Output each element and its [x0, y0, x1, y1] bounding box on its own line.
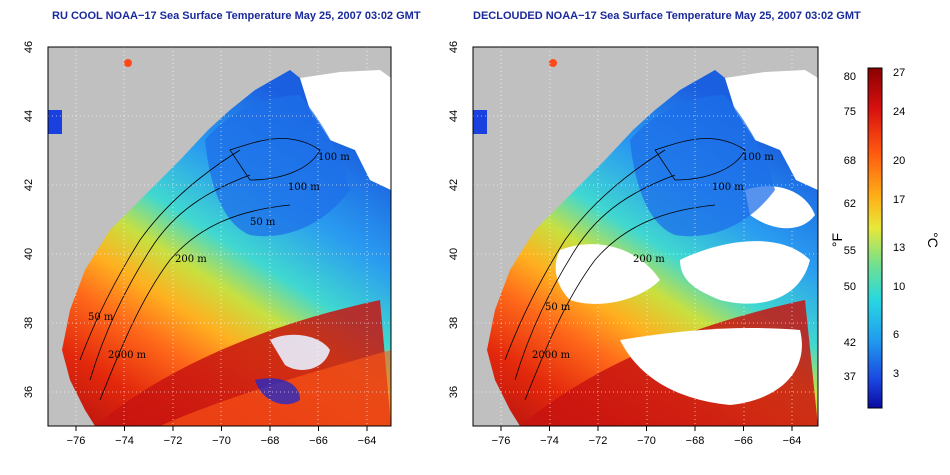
right-inland-lake	[473, 110, 487, 134]
left-land	[48, 47, 391, 426]
right-sst-spot	[549, 59, 557, 67]
left-sst-map	[48, 47, 391, 426]
colorbar-fahrenheit-label: 62	[844, 198, 856, 210]
right-cloud-gap-1	[555, 244, 660, 304]
left-contour-2000m	[99, 204, 291, 401]
left-lon-tick-label: −76	[67, 435, 86, 447]
right-sst-map	[473, 47, 818, 426]
colorbar-fahrenheit-label: 68	[844, 155, 856, 167]
colorbar-fahrenheit-label: 42	[844, 337, 856, 349]
colorbar-fahrenheit-label: 37	[844, 371, 856, 383]
left-contour-200m	[89, 174, 251, 381]
colorbar-celsius-label: 6	[893, 329, 899, 341]
right-lon-tick-label: −76	[492, 435, 511, 447]
colorbar-celsius-label: 20	[893, 155, 905, 167]
left-contour-label-4: 200 m	[175, 254, 207, 265]
right-land	[473, 47, 818, 426]
left-contour-label-1: 100 m	[318, 152, 350, 163]
left-lon-tick-label: −68	[261, 435, 280, 447]
left-contour-label-3: 50 m	[250, 217, 276, 228]
left-lat-tick-label: 38	[23, 317, 35, 329]
right-grid	[473, 47, 818, 426]
left-lon-tick-label: −72	[164, 435, 183, 447]
left-sst-spot	[124, 59, 132, 67]
right-lon-tick-label: −68	[686, 435, 705, 447]
left-lon-tick-label: −70	[212, 435, 231, 447]
left-contour-50m	[79, 149, 241, 361]
right-gulf-of-maine	[630, 95, 775, 237]
right-contour-200m	[514, 174, 676, 381]
right-lon-tick-label: −74	[540, 435, 559, 447]
left-contour-label-5: 50 m	[88, 312, 114, 323]
right-lat-tick-label: 46	[448, 41, 460, 53]
right-lon-tick-label: −64	[783, 435, 802, 447]
left-gulf-of-maine	[205, 95, 350, 237]
right-cloud-gap-3	[620, 328, 802, 405]
left-lat-tick-label: 46	[23, 41, 35, 53]
left-lon-tick-label: −74	[115, 435, 134, 447]
right-map-title: DECLOUDED NOAA−17 Sea Surface Temperatur…	[473, 10, 861, 22]
axis-ticks: −76 −74 −72 −70 −68 −66 −64 46 44 42 40 38 36 −76 −74 −…	[23, 41, 801, 447]
right-contour-2000m	[524, 204, 716, 401]
left-cloud-patch	[270, 334, 330, 370]
right-lon-tick-label: −72	[589, 435, 608, 447]
colorbar-celsius-label: 10	[893, 281, 905, 293]
left-contour-label-2: 100 m	[288, 182, 320, 193]
right-contour-label-1: 100 m	[742, 152, 774, 163]
left-map-frame	[47, 46, 392, 427]
left-cold-patch	[255, 378, 300, 405]
left-map-title: RU COOL NOAA−17 Sea Surface Temperature …	[52, 10, 421, 22]
right-lat-tick-label: 40	[448, 248, 460, 260]
left-contour-100m	[229, 138, 321, 181]
right-lat-tick-label: 36	[448, 386, 460, 398]
left-lat-tick-label: 40	[23, 248, 35, 260]
colorbar-celsius-label: 13	[893, 242, 905, 254]
left-lat-tick-label: 42	[23, 179, 35, 191]
right-lon-tick-label: −66	[734, 435, 753, 447]
colorbar-fahrenheit-label: 75	[844, 106, 856, 118]
celsius-unit-label: °C	[925, 232, 941, 248]
right-lon-tick-label: −70	[637, 435, 656, 447]
left-lat-tick-label: 36	[23, 386, 35, 398]
right-contour-label-4: 50 m	[545, 302, 571, 313]
right-nova-scotia-shelf	[725, 70, 818, 190]
right-contour-label-2: 100 m	[712, 182, 744, 193]
right-contour-50m	[504, 149, 666, 361]
colorbar-fahrenheit-label: 50	[844, 281, 856, 293]
left-inland-lake	[48, 110, 62, 134]
colorbar-celsius-label: 27	[893, 67, 905, 79]
right-contour-100m	[654, 138, 746, 181]
right-map-frame	[472, 46, 819, 427]
right-cloud-gap-2	[680, 241, 810, 304]
right-lat-tick-label: 42	[448, 179, 460, 191]
colorbar-fahrenheit-label: 80	[844, 71, 856, 83]
right-lat-tick-label: 44	[448, 110, 460, 122]
fahrenheit-unit-label: °F	[829, 233, 845, 247]
colorbar-celsius-label: 17	[893, 194, 905, 206]
colorbar-celsius-label: 24	[893, 106, 905, 118]
left-lon-tick-label: −64	[358, 435, 377, 447]
right-contour-label-3: 200 m	[633, 254, 665, 265]
right-contour-label-5: 2000 m	[532, 350, 571, 361]
colorbar-fahrenheit-label: 55	[844, 245, 856, 257]
left-lon-tick-label: −66	[309, 435, 328, 447]
right-lat-tick-label: 38	[448, 317, 460, 329]
left-nova-scotia-shelf	[300, 70, 391, 190]
colorbar-ticks: 80 75 68 62 55 50 42 37 27 24 20 17 13 10 6 3	[844, 67, 906, 383]
colorbar	[867, 67, 883, 409]
left-lat-tick-label: 44	[23, 110, 35, 122]
colorbar-celsius-label: 3	[893, 368, 899, 380]
left-contour-label-6: 2000 m	[108, 350, 147, 361]
